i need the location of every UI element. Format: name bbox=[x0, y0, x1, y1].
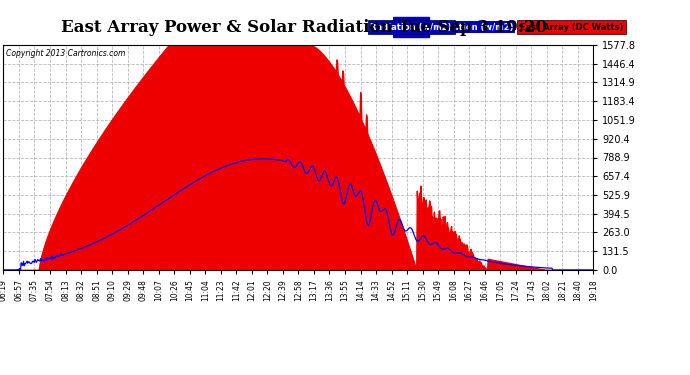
Text: East Array Power & Solar Radiation Tue Sep 3 19:20: East Array Power & Solar Radiation Tue S… bbox=[61, 19, 546, 36]
Text: Radiation (w/m2): Radiation (w/m2) bbox=[371, 22, 452, 32]
Text: East Array (DC Watts): East Array (DC Watts) bbox=[520, 22, 623, 32]
Bar bbox=[393, 17, 429, 37]
Text: Radiation (w/m2): Radiation (w/m2) bbox=[432, 22, 513, 32]
Text: Copyright 2013 Cartronics.com: Copyright 2013 Cartronics.com bbox=[6, 49, 125, 58]
